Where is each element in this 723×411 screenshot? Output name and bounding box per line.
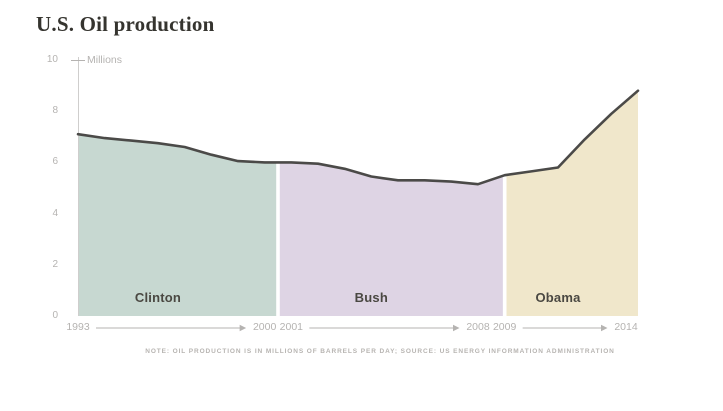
bush-area: [279, 162, 503, 316]
y-axis-tick-label: 6: [52, 156, 58, 168]
y-axis-tick-label: 4: [52, 207, 58, 219]
region-label-bush: Bush: [354, 290, 388, 305]
x-axis-arrowhead-icon: [239, 324, 247, 332]
y-axis-unit-label: Millions: [87, 54, 123, 66]
x-axis-year-label: 2014: [614, 321, 638, 333]
y-axis-tick-label: 0: [52, 310, 58, 321]
x-axis-year-label: 2009: [492, 321, 517, 333]
x-axis-arrowhead-icon: [453, 324, 460, 332]
x-axis-year-label: 2000: [252, 321, 277, 333]
footnote: NOTE: OIL PRODUCTION IS IN MILLIONS OF B…: [145, 348, 615, 355]
production-line: [76, 89, 640, 186]
obama-area: [506, 90, 638, 316]
region-label-clinton: Clinton: [134, 290, 182, 305]
y-axis-tick-label: 2: [52, 258, 58, 270]
clinton-area: [78, 134, 277, 316]
x-axis-year-label: 2008: [466, 321, 490, 333]
y-axis-tick-label: 10: [46, 54, 58, 65]
x-axis-year-label: 1993: [66, 321, 90, 333]
y-axis-tick-label: 8: [52, 105, 58, 117]
page-title: U.S. Oil production: [36, 12, 215, 36]
region-label-obama: Obama: [535, 290, 581, 305]
x-axis-year-label: 2001: [279, 321, 303, 333]
x-axis-arrowhead-icon: [601, 324, 608, 332]
